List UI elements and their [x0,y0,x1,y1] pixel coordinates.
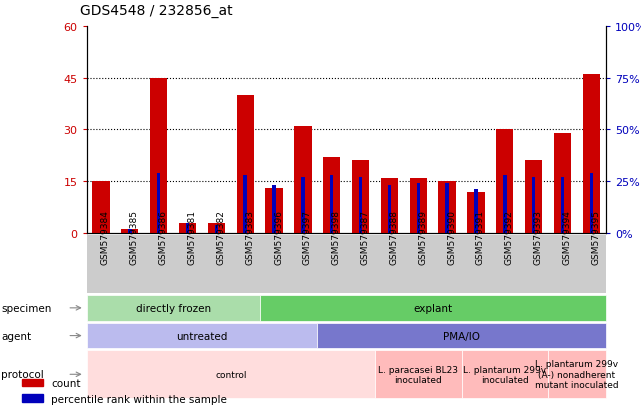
Text: GSM579388: GSM579388 [390,209,399,264]
Bar [474,190,478,233]
Bar [352,161,369,233]
Text: control: control [215,370,247,379]
Text: specimen: specimen [1,303,52,313]
Legend: count, percentile rank within the sample: count, percentile rank within the sample [18,374,231,408]
Text: untreated: untreated [176,331,228,341]
Text: GSM579396: GSM579396 [274,209,283,264]
Text: directly frozen: directly frozen [135,303,211,313]
Text: protocol: protocol [1,369,44,380]
Bar [381,178,398,233]
Bar [496,130,513,233]
Text: GSM579382: GSM579382 [217,209,226,264]
Text: GSM579392: GSM579392 [505,209,514,264]
Bar [121,230,138,233]
Bar [330,176,333,233]
Bar [561,178,564,233]
Bar [590,173,593,233]
Text: L. plantarum 299v
inoculated: L. plantarum 299v inoculated [463,365,546,384]
Text: GSM579386: GSM579386 [159,209,168,264]
Text: GSM579381: GSM579381 [188,209,197,264]
Text: GSM579391: GSM579391 [476,209,485,264]
Text: GSM579389: GSM579389 [419,209,428,264]
Text: agent: agent [1,331,31,341]
Text: GSM579393: GSM579393 [534,209,543,264]
Bar [554,133,571,233]
Bar [301,178,304,233]
Bar [237,96,254,233]
Bar [208,223,225,233]
Bar [157,173,160,233]
Text: GSM579395: GSM579395 [592,209,601,264]
Bar [467,192,485,233]
Bar [525,161,542,233]
Bar [323,158,340,233]
Bar [583,75,600,233]
Bar [215,225,218,233]
Bar [179,223,196,233]
Text: explant: explant [413,303,453,313]
Bar [438,182,456,233]
Bar [244,176,247,233]
Bar [359,178,362,233]
Bar [150,78,167,233]
Text: GSM579385: GSM579385 [129,209,139,264]
Bar [445,184,449,233]
Bar [92,182,110,233]
Text: GSM579387: GSM579387 [360,209,370,264]
Text: L. plantarum 299v
(A-) nonadherent
mutant inoculated: L. plantarum 299v (A-) nonadherent mutan… [535,360,619,389]
Bar [272,186,276,233]
Bar [532,178,535,233]
Text: GDS4548 / 232856_at: GDS4548 / 232856_at [80,4,233,18]
Text: PMA/IO: PMA/IO [443,331,480,341]
Text: L. paracasei BL23
inoculated: L. paracasei BL23 inoculated [378,365,458,384]
Bar [265,189,283,233]
Bar [128,229,131,233]
Text: GSM579398: GSM579398 [332,209,341,264]
Bar [417,184,420,233]
Text: GSM579397: GSM579397 [303,209,312,264]
Text: GSM579390: GSM579390 [447,209,456,264]
Text: GSM579383: GSM579383 [246,209,254,264]
Bar [186,223,189,233]
Bar [294,127,312,233]
Bar [388,186,391,233]
Text: GSM579384: GSM579384 [101,209,110,264]
Bar [410,178,427,233]
Bar [503,176,506,233]
Text: GSM579394: GSM579394 [563,209,572,264]
